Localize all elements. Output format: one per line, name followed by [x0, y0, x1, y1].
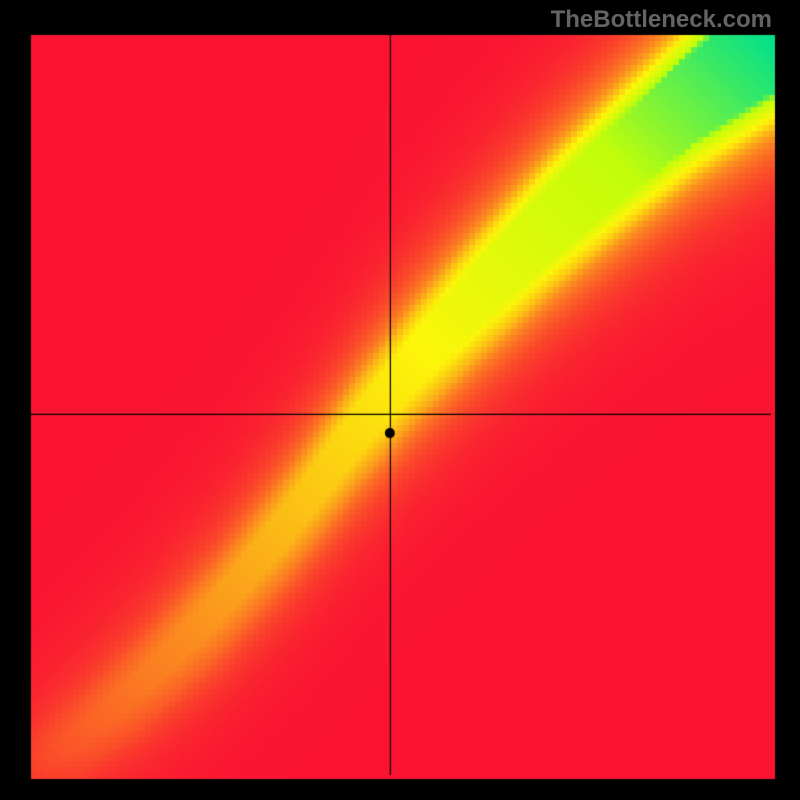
watermark-text: TheBottleneck.com — [551, 6, 772, 34]
bottleneck-heatmap — [0, 0, 800, 800]
